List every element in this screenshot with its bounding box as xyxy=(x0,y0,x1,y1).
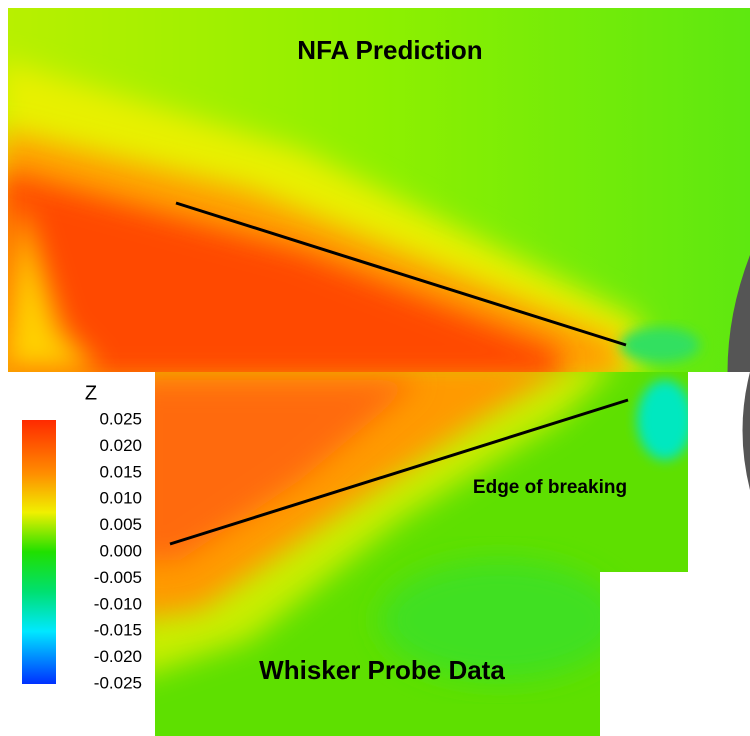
colorbar-tick-label: 0.000 xyxy=(99,541,142,560)
top-title: NFA Prediction xyxy=(297,35,482,65)
colorbar-tick-label: -0.005 xyxy=(94,568,142,587)
edge-line xyxy=(175,201,627,347)
top-panel xyxy=(8,8,750,372)
colorbar-tick-label: -0.020 xyxy=(94,647,142,666)
colorbar-tick-label: -0.025 xyxy=(94,673,142,692)
colorbar xyxy=(22,420,56,684)
colorbar-tick-label: -0.010 xyxy=(94,594,142,613)
colorbar-tick-label: 0.020 xyxy=(99,436,142,455)
colorbar-label: Z xyxy=(85,382,97,404)
edge-line xyxy=(169,398,629,546)
colorbar-tick-label: 0.010 xyxy=(99,489,142,508)
annotation: Edge of breaking xyxy=(473,477,627,498)
colorbar-tick-label: 0.025 xyxy=(99,409,142,428)
bottom-panel xyxy=(155,372,688,736)
colorbar-tick-label: 0.005 xyxy=(99,515,142,534)
bottom-title: Whisker Probe Data xyxy=(259,655,505,685)
colorbar-tick-label: 0.015 xyxy=(99,462,142,481)
colorbar-ticks: 0.025 0.020 0.015 0.010 0.005 0.000 -0.005 -0.0… xyxy=(94,409,142,692)
body-shape xyxy=(742,372,750,490)
colorbar-tick-label: -0.015 xyxy=(94,621,142,640)
